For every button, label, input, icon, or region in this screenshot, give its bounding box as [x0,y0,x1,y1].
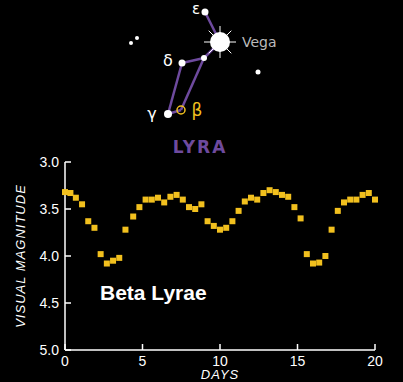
data-point [316,260,322,266]
data-point [260,190,266,196]
data-point [161,199,167,205]
data-point [267,187,273,193]
points [62,187,378,266]
data-point [341,199,347,205]
data-point [198,201,204,207]
data-point [122,227,128,233]
x-tick-label: 0 [61,353,69,369]
star [129,41,133,45]
data-point [136,204,142,210]
y-tick-label: 3.5 [40,201,60,217]
star [210,32,230,52]
data-point [291,204,297,210]
annotation: LYRA [173,137,228,157]
data-point [372,197,378,203]
annotation: γ [147,104,156,123]
x-tick-label: 20 [367,353,383,369]
y-tick-label: 3.0 [40,154,60,170]
data-point [85,218,91,224]
data-point [211,223,217,229]
star [164,110,172,118]
data-point [366,190,372,196]
data-point [73,195,79,201]
axes: 3.03.54.04.55.005101520DAYSVISUAL MAGNIT… [13,154,383,382]
data-point [98,251,104,257]
y-tick [65,161,71,163]
title: Beta Lyrae [100,281,207,304]
data-point [279,192,285,198]
data-point [155,195,161,201]
data-point [242,198,248,204]
annotation: ε [192,0,200,18]
constellation: Vega ε δ γ β LYRA [129,0,277,157]
data-point [67,190,73,196]
data-point [310,261,316,267]
x-tick [64,344,66,350]
y-tick-label: 5.0 [40,342,60,358]
data-point [62,189,68,195]
star [201,55,207,61]
data-point [104,261,110,267]
data-point [149,197,155,203]
chart: VegaεδγβLYRA3.03.54.04.55.005101520DAYSV… [0,0,403,382]
data-point [180,197,186,203]
data-point [130,214,136,220]
data-point [285,194,291,200]
data-point [329,227,335,233]
y-tick [65,255,71,257]
y-tick [65,349,71,351]
x-tick [297,344,299,350]
background [0,0,403,382]
data-point [335,208,341,214]
data-point [91,225,97,231]
data-point [304,251,310,257]
star [202,9,209,16]
y-tick-label: 4.0 [40,248,60,264]
x-tick-label: 5 [139,353,147,369]
data-point [353,197,359,203]
data-point [322,253,328,259]
annotation: Vega [242,34,277,50]
data-point [273,189,279,195]
star [256,70,261,75]
data-point [143,197,149,203]
data-point [167,194,173,200]
x-tick-label: 15 [290,353,306,369]
y-axis-label: VISUAL MAGNITUDE [13,184,28,328]
annotation: δ [163,51,173,70]
star [135,36,139,40]
x-tick [142,344,144,350]
data-point [79,201,85,207]
data-point [110,258,116,264]
data-point [217,227,223,233]
data-point [298,215,304,221]
data-point [347,197,353,203]
y-tick [65,302,71,304]
data-point [116,255,122,261]
y-tick [65,208,71,210]
x-axis-label: DAYS [201,367,239,382]
data-point [186,204,192,210]
data-point [254,197,260,203]
x-tick [374,344,376,350]
data-point [360,192,366,198]
data-point [229,218,235,224]
data-point [223,225,229,231]
data-point [174,192,180,198]
data-point [192,206,198,212]
y-tick-label: 4.5 [40,295,60,311]
data-point [205,218,211,224]
annotation: β [192,100,203,120]
star [177,106,185,114]
star [179,60,186,67]
data-point [236,208,242,214]
data-point [248,195,254,201]
x-tick [219,344,221,350]
